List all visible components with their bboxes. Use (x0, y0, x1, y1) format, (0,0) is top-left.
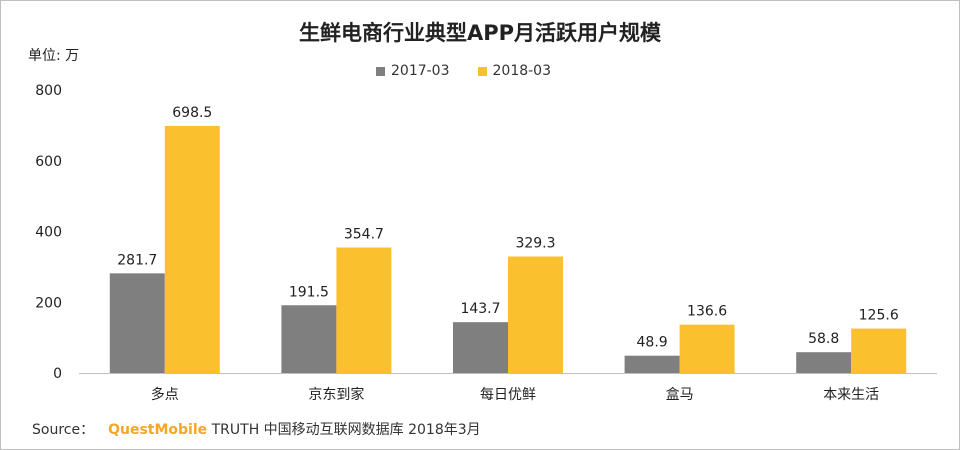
chart-title: 生鲜电商行业典型APP月活跃用户规模 (298, 21, 662, 45)
y-tick-label: 600 (35, 154, 62, 170)
legend-label-2017: 2017-03 (391, 63, 450, 79)
legend: 2017-03 2018-03 (376, 63, 579, 79)
x-tick-label: 每日优鲜 (480, 387, 536, 403)
bar-2018-03-4 (851, 328, 907, 373)
y-tick-label: 200 (35, 295, 62, 311)
data-label: 281.7 (117, 252, 157, 268)
y-tick-label: 0 (53, 366, 62, 382)
legend-item-2017: 2017-03 (376, 63, 450, 79)
bar-2018-03-2 (508, 256, 563, 373)
source-text: TRUTH 中国移动互联网数据库 2018年3月 (211, 422, 481, 438)
data-label: 136.6 (687, 304, 727, 320)
data-label: 354.7 (344, 227, 384, 243)
y-tick-label: 800 (35, 83, 62, 99)
data-label: 48.9 (637, 335, 668, 351)
x-tick-label: 盒马 (666, 386, 694, 403)
data-label: 143.7 (460, 301, 500, 317)
data-label: 58.8 (808, 331, 839, 347)
data-label: 191.5 (289, 284, 329, 300)
x-tick-label: 本来生活 (823, 387, 879, 403)
bar-2018-03-3 (679, 324, 735, 373)
bar-2018-03-0 (164, 125, 220, 373)
bar-2017-03-3 (624, 355, 680, 373)
bar-2017-03-4 (796, 352, 852, 373)
source-prefix: Source： (32, 422, 95, 438)
source-note: Source： QuestMobile TRUTH 中国移动互联网数据库 2018… (32, 419, 481, 439)
bar-2018-03-1 (336, 247, 392, 373)
bar-2017-03-2 (453, 322, 508, 373)
y-tick-label: 400 (35, 225, 62, 241)
x-tick-label: 京东到家 (308, 386, 364, 403)
data-label: 125.6 (859, 308, 899, 324)
legend-swatch-2018 (477, 66, 487, 76)
bar-2017-03-1 (281, 305, 337, 373)
data-label: 329.3 (515, 236, 555, 252)
x-tick-label: 多点 (151, 386, 179, 403)
legend-item-2018: 2018-03 (477, 63, 552, 79)
unit-label: 单位: 万 (28, 48, 80, 64)
data-label: 698.5 (172, 105, 212, 121)
legend-swatch-2017 (376, 66, 385, 76)
legend-label-2018: 2018-03 (492, 63, 552, 79)
source-brand: QuestMobile (108, 422, 208, 438)
bar-2017-03-0 (109, 273, 165, 373)
